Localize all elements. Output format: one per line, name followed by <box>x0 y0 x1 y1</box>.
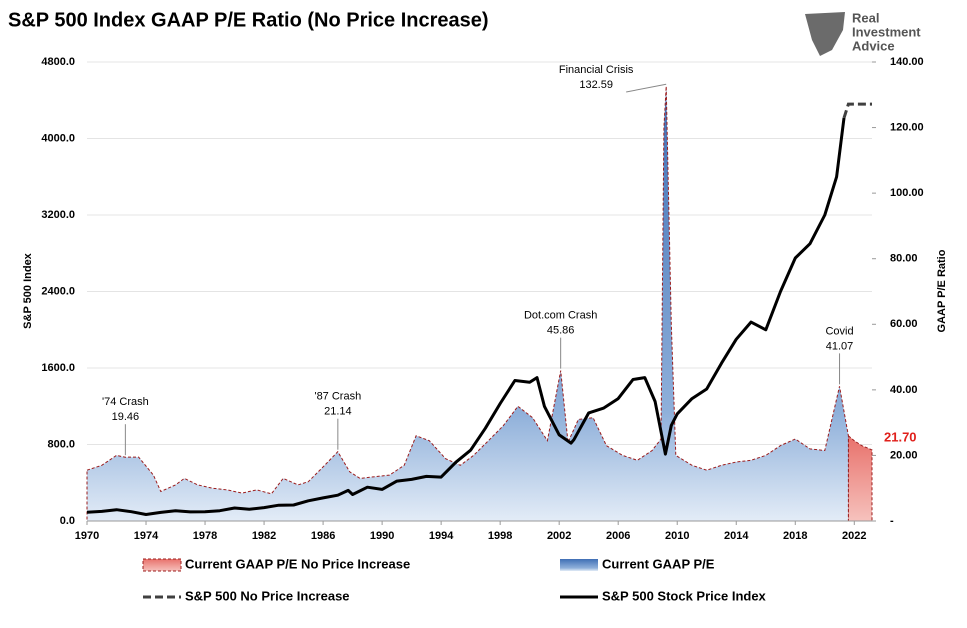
x-tick-label: 1990 <box>370 530 394 542</box>
legend-label: Current GAAP P/E <box>602 556 715 571</box>
line <box>842 102 872 119</box>
x-tick-label: 1982 <box>252 530 276 542</box>
x-tick-label: 2018 <box>783 530 807 542</box>
y-tick-label: 4800.0 <box>41 56 75 68</box>
x-tick-label: 2022 <box>842 530 866 542</box>
y2-tick-label: - <box>890 515 894 527</box>
logo-text: Investment <box>852 24 921 39</box>
annotation-label: Dot.com Crash <box>524 310 597 322</box>
annotation-value: 45.86 <box>547 325 575 337</box>
legend-swatch <box>142 558 182 572</box>
y2-tick-label: 60.00 <box>890 318 918 330</box>
y-tick-label: 4000.0 <box>41 132 75 144</box>
x-tick-label: 1974 <box>134 530 159 542</box>
logo-text: Advice <box>852 38 895 53</box>
area <box>847 434 873 522</box>
annotation-value: 132.59 <box>579 79 613 91</box>
y2-axis-label: GAAP P/E Ratio <box>936 249 948 332</box>
y-axis-label: S&P 500 Index <box>22 252 34 328</box>
annotation-value: 21.14 <box>324 406 352 418</box>
annotation-label: Financial Crisis <box>559 64 634 76</box>
area <box>86 86 849 522</box>
legend-label: S&P 500 Stock Price Index <box>602 588 767 603</box>
y-tick-label: 800.0 <box>47 438 75 450</box>
legend-label: Current GAAP P/E No Price Increase <box>185 556 410 571</box>
annotation-label: '74 Crash <box>102 396 149 408</box>
y2-tick-label: 80.00 <box>890 253 918 265</box>
y2-tick-label: 20.00 <box>890 449 918 461</box>
annotation-value: 19.46 <box>112 411 140 423</box>
y2-tick-label: 40.00 <box>890 384 918 396</box>
annotation-label: Covid <box>825 325 853 337</box>
x-tick-label: 2014 <box>724 530 749 542</box>
y2-tick-label: 100.00 <box>890 187 924 199</box>
y2-tick-label: 140.00 <box>890 56 924 68</box>
logo: Real Investment Advice <box>805 10 921 56</box>
y-tick-label: 1600.0 <box>41 362 75 374</box>
annotation-value: 41.07 <box>826 340 854 352</box>
chart-title: S&P 500 Index GAAP P/E Ratio (No Price I… <box>8 9 489 31</box>
x-tick-label: 1970 <box>75 530 99 542</box>
logo-icon <box>805 12 845 56</box>
x-tick-label: 1998 <box>488 530 512 542</box>
x-tick-label: 1994 <box>429 530 454 542</box>
y2-tick-label: 120.00 <box>890 121 924 133</box>
y-tick-label: 0.0 <box>60 515 75 527</box>
x-tick-label: 1978 <box>193 530 217 542</box>
annotation-leader <box>626 83 667 93</box>
line <box>86 117 846 516</box>
y-tick-label: 2400.0 <box>41 285 75 297</box>
legend-swatch <box>560 559 598 571</box>
x-tick-label: 2002 <box>547 530 571 542</box>
annotation-label: '87 Crash <box>314 391 361 403</box>
x-tick-label: 2006 <box>606 530 630 542</box>
legend-label: S&P 500 No Price Increase <box>185 588 350 603</box>
x-tick-label: 1986 <box>311 530 335 542</box>
logo-text: Real <box>852 10 879 25</box>
x-tick-label: 2010 <box>665 530 689 542</box>
value-label: 21.70 <box>884 429 917 444</box>
y-tick-label: 3200.0 <box>41 209 75 221</box>
